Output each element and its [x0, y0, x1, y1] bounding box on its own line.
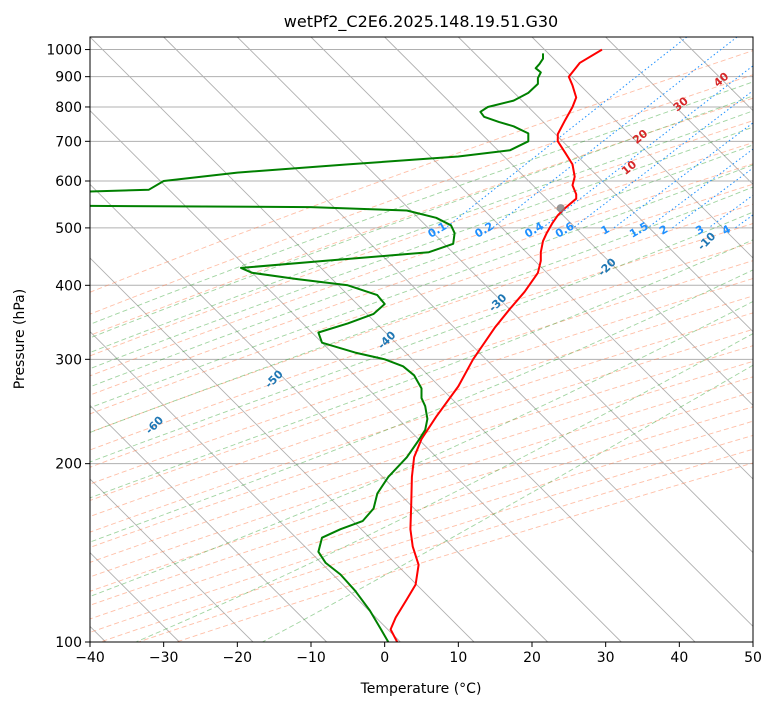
isotherm-line [90, 183, 548, 642]
dry-adiabat-line [90, 278, 753, 501]
moist-adiabat-line [90, 239, 753, 499]
x-tick-label: −40 [75, 650, 105, 666]
moist-adiabat-line [90, 164, 753, 409]
dry-adiabat-line [176, 462, 753, 642]
dry-adiabat-line [90, 203, 753, 433]
dry-adiabat-line [90, 328, 753, 548]
isotherm-line [605, 37, 753, 185]
moist-adiabat-line [90, 186, 753, 433]
dry-adiabat-line [90, 312, 753, 533]
dry-adiabat-line [90, 163, 753, 396]
dry-adiabat-line [90, 345, 753, 563]
isotherm-line [310, 37, 753, 480]
x-tick-label: 50 [744, 650, 762, 666]
dry-adiabat-line [90, 183, 753, 415]
profiles [90, 48, 603, 642]
isotherm-line [163, 37, 753, 627]
y-tick-label: 500 [55, 221, 82, 237]
axes: −40 −30 −20 −10 0 10 20 30 40 50 100 200 300 400 500 60… [46, 43, 762, 666]
isotherm-line [531, 37, 753, 259]
isotherm-line [90, 478, 254, 642]
parcel-marker [556, 204, 565, 213]
isotherm-line [384, 37, 753, 406]
y-tick-label: 100 [55, 635, 82, 651]
isotherm-line [90, 404, 327, 642]
y-tick-label: 900 [55, 70, 82, 86]
x-tick-label: 10 [449, 650, 467, 666]
dry-adiabat-line [90, 391, 753, 606]
y-tick-label: 800 [55, 100, 82, 116]
moist-adiabat-line [90, 211, 753, 463]
y-tick-label: 1000 [46, 43, 82, 59]
dry-adiabat-line [138, 448, 753, 642]
moist-adiabat-line [90, 269, 753, 543]
plot-frame [89, 36, 754, 643]
isotherm-line [90, 110, 622, 642]
y-tick-label: 600 [55, 174, 82, 190]
x-tick-label: 30 [597, 650, 615, 666]
moist-adiabat-line [262, 364, 753, 642]
background-lines [90, 37, 753, 642]
x-tick-label: −30 [149, 650, 179, 666]
dry-adiabat-line [90, 360, 753, 578]
y-axis-label: Pressure (hPa) [12, 289, 28, 389]
profile-line [90, 53, 544, 642]
dry-adiabat-line [90, 120, 753, 357]
dry-adiabat-line [90, 241, 753, 468]
isotherm-line [90, 257, 475, 642]
x-tick-label: −20 [223, 650, 253, 666]
mixing-ratio-line [672, 167, 753, 229]
isotherm-line [90, 331, 401, 642]
moist-adiabat-line [90, 300, 753, 597]
isotherm-line [237, 37, 753, 554]
mixing-ratio-line [542, 65, 753, 229]
y-tick-label: 400 [55, 278, 82, 294]
y-tick-label: 700 [55, 134, 82, 150]
x-tick-label: 20 [523, 650, 541, 666]
chart-title: wetPf2_C2E6.2025.148.19.51.G30 [284, 12, 558, 32]
y-tick-label: 300 [55, 352, 82, 368]
dry-adiabat-line [90, 376, 753, 592]
mixing-ratio-line [492, 37, 738, 229]
x-tick-label: −10 [296, 650, 326, 666]
dry-adiabat-line [90, 142, 753, 377]
x-tick-label: 0 [380, 650, 389, 666]
y-tick-label: 200 [55, 457, 82, 473]
isotherm-line [458, 37, 753, 333]
profile-line [389, 48, 603, 642]
mixing-ratio-line [572, 90, 753, 229]
x-tick-label: 40 [670, 650, 688, 666]
x-axis-label: Temperature (°C) [360, 681, 482, 697]
plot-area: 0.10.20.40.611.52346810131620253036-100-… [90, 37, 753, 642]
isotherm-line [90, 37, 696, 642]
